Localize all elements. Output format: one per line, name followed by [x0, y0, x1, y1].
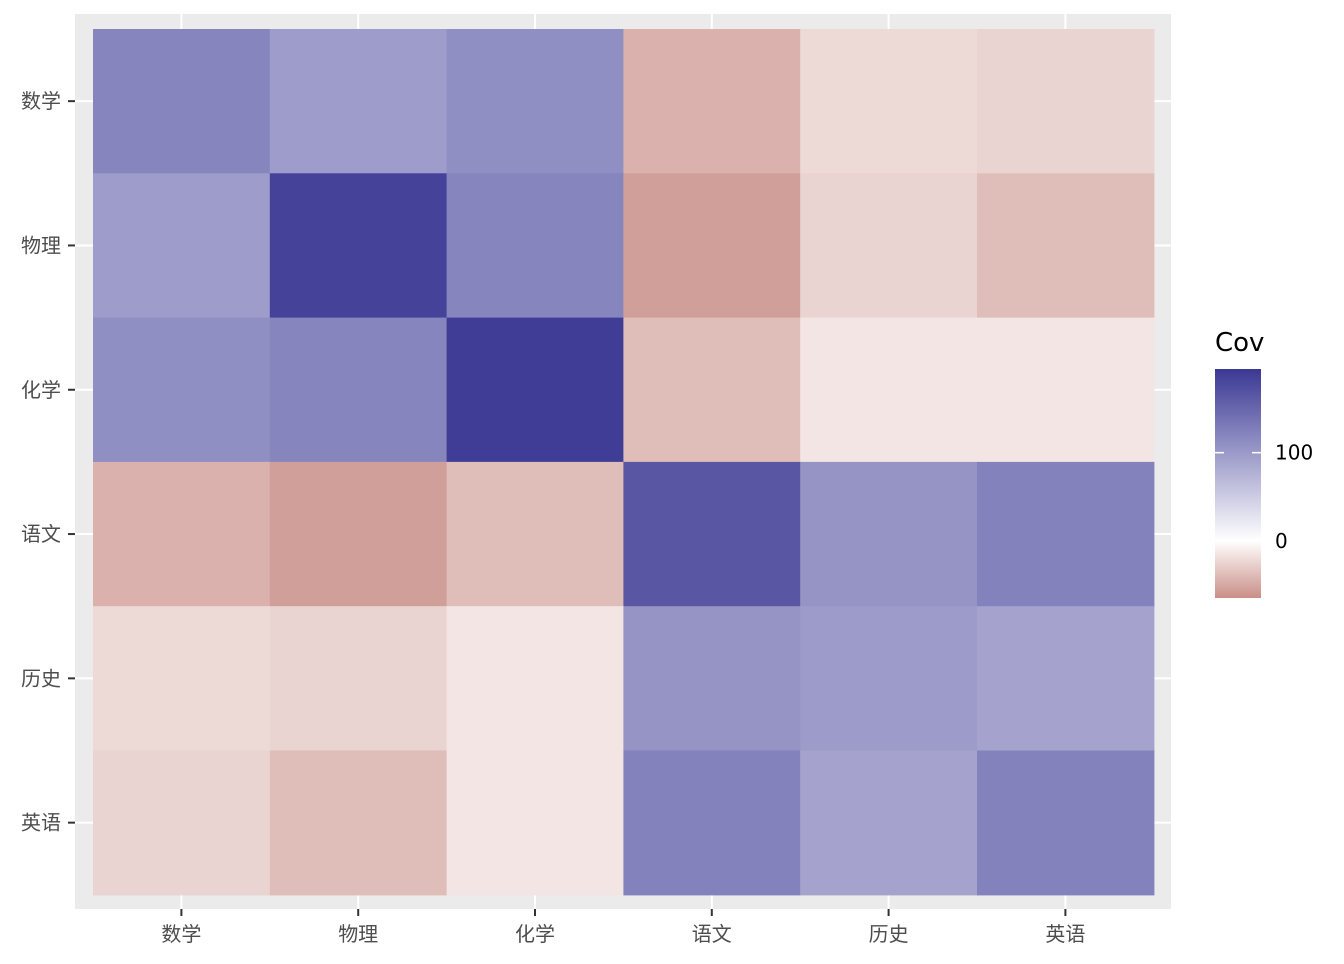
- heatmap-cell-英语-物理: [269, 750, 448, 896]
- y-tick-label: 英语: [21, 811, 61, 835]
- heatmap-cell-化学-化学: [446, 317, 624, 463]
- legend: Cov 0 100: [1215, 328, 1313, 598]
- legend-tick-label: 100: [1275, 441, 1313, 465]
- legend-colorbar: [1215, 369, 1261, 598]
- heatmap-cell-语文-英语: [977, 461, 1155, 607]
- heatmap-cell-英语-化学: [446, 750, 624, 896]
- x-tick-label: 数学: [161, 922, 201, 946]
- heatmap-cell-英语-语文: [623, 750, 801, 896]
- heatmap-cell-数学-化学: [446, 29, 624, 174]
- y-tick-label: 历史: [21, 666, 61, 690]
- heatmap-cell-化学-语文: [623, 317, 801, 463]
- heatmap-cell-语文-物理: [269, 461, 448, 607]
- x-tick-label: 英语: [1045, 922, 1085, 946]
- y-tick-label: 物理: [21, 233, 61, 257]
- heatmap-cell-化学-英语: [977, 317, 1155, 463]
- heatmap-cell-化学-数学: [93, 317, 271, 463]
- heatmap-cell-数学-物理: [269, 29, 448, 174]
- heatmap-cell-英语-历史: [800, 750, 978, 896]
- heatmap-cell-数学-英语: [977, 29, 1155, 174]
- heatmap-cell-英语-英语: [977, 750, 1155, 896]
- heatmap-cell-历史-物理: [269, 606, 448, 752]
- heatmap-cell-数学-语文: [623, 29, 801, 174]
- heatmap-cells: [93, 29, 1155, 896]
- heatmap-cell-数学-数学: [93, 29, 271, 174]
- heatmap-cell-化学-物理: [269, 317, 448, 463]
- heatmap-cell-历史-语文: [623, 606, 801, 752]
- heatmap-cell-物理-物理: [269, 173, 448, 319]
- heatmap-cell-物理-化学: [446, 173, 624, 319]
- legend-tick-label: 0: [1275, 529, 1288, 553]
- heatmap-cell-历史-英语: [977, 606, 1155, 752]
- y-tick-label: 数学: [21, 89, 61, 113]
- heatmap-cell-物理-历史: [800, 173, 978, 319]
- heatmap-cell-语文-数学: [93, 461, 271, 607]
- heatmap-cell-物理-数学: [93, 173, 271, 319]
- heatmap-cell-数学-历史: [800, 29, 978, 174]
- heatmap-cell-化学-历史: [800, 317, 978, 463]
- heatmap-cell-历史-历史: [800, 606, 978, 752]
- y-tick-label: 语文: [21, 522, 61, 546]
- heatmap-cell-语文-化学: [446, 461, 624, 607]
- heatmap-cell-语文-语文: [623, 461, 801, 607]
- x-tick-label: 化学: [515, 922, 555, 946]
- heatmap-cell-物理-语文: [623, 173, 801, 319]
- x-tick-label: 物理: [338, 922, 378, 946]
- heatmap-cell-历史-数学: [93, 606, 271, 752]
- y-tick-label: 化学: [21, 378, 61, 402]
- x-tick-label: 语文: [692, 922, 732, 946]
- heatmap-cell-英语-数学: [93, 750, 271, 896]
- legend-title: Cov: [1215, 328, 1264, 358]
- heatmap-cell-物理-英语: [977, 173, 1155, 319]
- heatmap-cell-语文-历史: [800, 461, 978, 607]
- heatmap-cell-历史-化学: [446, 606, 624, 752]
- x-tick-label: 历史: [869, 922, 909, 946]
